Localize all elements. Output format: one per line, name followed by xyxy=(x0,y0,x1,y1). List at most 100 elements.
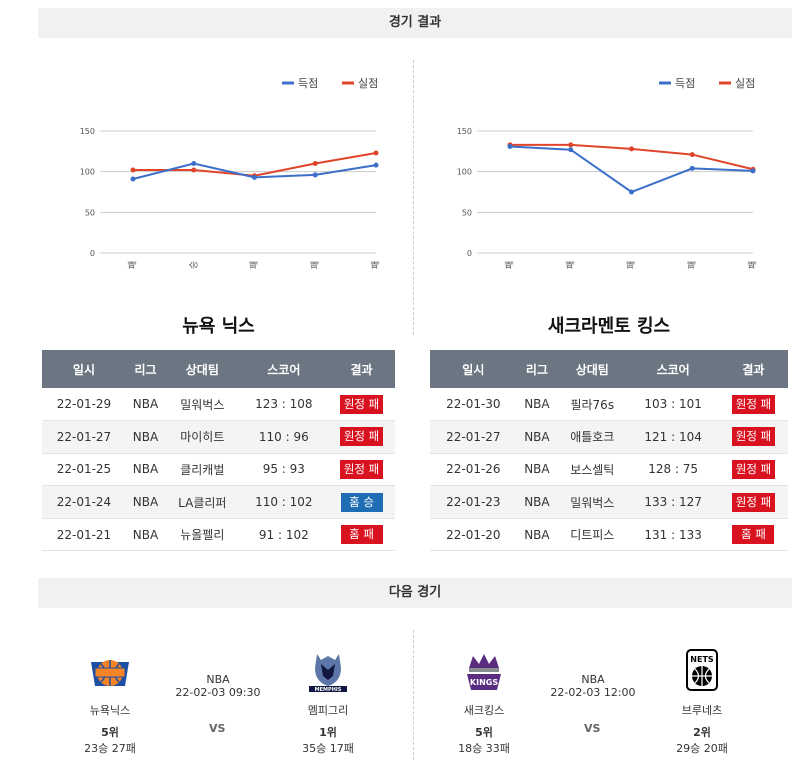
data-point xyxy=(373,150,379,156)
opponent-cell: 필라76s xyxy=(557,388,628,422)
col-header-league: 리그 xyxy=(125,350,166,388)
score-cell: 123 : 108 xyxy=(239,388,329,422)
col-header-score: 스코어 xyxy=(627,350,719,388)
data-point xyxy=(568,147,574,153)
team-record: 18승 33패 xyxy=(458,742,510,755)
score-cell: 110 : 96 xyxy=(239,420,329,454)
opponent-cell: 디트피스 xyxy=(557,518,628,552)
opponent-cell: LA클리퍼 xyxy=(165,485,240,519)
data-point xyxy=(629,146,634,152)
date-cell: 22-01-25 xyxy=(42,453,126,487)
result-badge: 홈 패 xyxy=(732,525,775,545)
result-cell: 원정 패 xyxy=(328,420,395,454)
result-cell: 원정 패 xyxy=(328,388,395,422)
result-badge: 홈 승 xyxy=(340,492,383,512)
col-header-opponent: 상대팀 xyxy=(165,350,240,388)
league-cell: NBA xyxy=(125,420,166,454)
team-name: 브루네츠 xyxy=(681,704,723,717)
result-cell: 홈 패 xyxy=(718,518,788,552)
x-tick-label: 패 xyxy=(748,261,759,269)
opponent-cell: 밀워벅스 xyxy=(165,388,240,422)
date-cell: 22-01-21 xyxy=(42,518,126,552)
next-game-1-home-team[interactable]: 뉴욕닉스 5위 23승 27패 xyxy=(70,648,150,756)
league-cell: NBA xyxy=(516,518,558,552)
y-tick-label: 100 xyxy=(457,168,472,177)
col-header-league: 리그 xyxy=(516,350,558,388)
data-point xyxy=(568,142,574,148)
game-datetime: 22-02-03 12:00 xyxy=(550,686,636,699)
x-tick-label: 패 xyxy=(565,261,576,269)
team-rank: 2위 xyxy=(693,726,711,739)
result-badge: 홈 패 xyxy=(340,525,383,545)
next-games-divider xyxy=(413,630,414,760)
score-cell: 91 : 102 xyxy=(239,518,329,552)
league-cell: NBA xyxy=(125,485,166,519)
result-cell: 원정 패 xyxy=(718,388,788,422)
legend-label: 득점 xyxy=(675,77,695,90)
table-row: 22-01-26 NBA 보스셀틱 128 : 75 원정 패 xyxy=(430,453,788,487)
x-tick-label: 승 xyxy=(188,261,199,269)
table-row: 22-01-21 NBA 뉴올펠리 91 : 102 홈 패 xyxy=(42,518,395,552)
chart-legend: 득점 실점 xyxy=(282,77,378,90)
kings-logo: KINGS xyxy=(459,648,509,698)
league-cell: NBA xyxy=(125,453,166,487)
team-record: 29승 20패 xyxy=(676,742,728,755)
team-name: 멤피그리 xyxy=(307,704,349,717)
next-game-2-home-team[interactable]: KINGS 새크킹스 5위 18승 33패 xyxy=(444,648,524,756)
x-tick-label: 패 xyxy=(128,261,139,269)
data-point xyxy=(191,167,197,173)
col-header-score: 스코어 xyxy=(239,350,329,388)
grizzlies-logo-text: MEMPHIS xyxy=(315,687,342,693)
team-record: 23승 27패 xyxy=(84,742,136,755)
vs-label: VS xyxy=(584,722,601,735)
x-tick-label: 패 xyxy=(249,261,260,269)
y-tick-label: 150 xyxy=(80,127,95,136)
next-game-2-away-team[interactable]: NETS 브루네츠 2위 29승 20패 xyxy=(662,648,742,756)
league-cell: NBA xyxy=(516,485,558,519)
next-game-1-away-team[interactable]: MEMPHIS 멤피그리 1위 35승 17패 xyxy=(288,648,368,756)
league-cell: NBA xyxy=(125,388,166,422)
date-cell: 22-01-26 xyxy=(430,453,517,487)
y-tick-label: 50 xyxy=(85,208,95,217)
legend-label: 실점 xyxy=(358,77,378,90)
team-name: 뉴욕닉스 xyxy=(89,704,131,717)
table-row: 22-01-24 NBA LA클리퍼 110 : 102 홈 승 xyxy=(42,485,395,519)
opponent-cell: 클리캐벌 xyxy=(165,453,240,487)
knicks-logo xyxy=(85,648,135,698)
score-cell: 133 : 127 xyxy=(627,485,719,519)
game-datetime: 22-02-03 09:30 xyxy=(175,686,261,699)
table-row: 22-01-27 NBA 애틀호크 121 : 104 원정 패 xyxy=(430,420,788,454)
col-header-result: 결과 xyxy=(328,350,395,388)
score-cell: 128 : 75 xyxy=(627,453,719,487)
data-point xyxy=(130,167,136,173)
table-row: 22-01-25 NBA 클리캐벌 95 : 93 원정 패 xyxy=(42,453,395,487)
table-row: 22-01-23 NBA 밀워벅스 133 : 127 원정 패 xyxy=(430,485,788,519)
result-cell: 원정 패 xyxy=(718,453,788,487)
result-badge: 원정 패 xyxy=(731,492,776,512)
result-badge: 원정 패 xyxy=(339,394,384,414)
result-badge: 원정 패 xyxy=(731,394,776,414)
y-tick-label: 150 xyxy=(457,127,472,136)
data-point xyxy=(629,189,634,195)
team-rank: 5위 xyxy=(101,726,119,739)
kings-score-chart: 득점 실점 0 50 100 150 패 패 패 패 패 xyxy=(415,60,775,285)
x-tick-label: 패 xyxy=(505,261,516,269)
col-header-date: 일시 xyxy=(42,350,126,388)
nets-logo-text: NETS xyxy=(690,655,714,664)
league-label: NBA xyxy=(206,673,230,686)
y-tick-label: 50 xyxy=(462,208,472,217)
team-title-knicks: 뉴욕 닉스 xyxy=(182,316,255,337)
y-tick-label: 100 xyxy=(80,168,95,177)
table-row: 22-01-29 NBA 밀워벅스 123 : 108 원정 패 xyxy=(42,388,395,422)
date-cell: 22-01-23 xyxy=(430,485,517,519)
team-rank: 1위 xyxy=(319,726,337,739)
date-cell: 22-01-24 xyxy=(42,485,126,519)
result-badge: 원정 패 xyxy=(731,427,776,447)
data-point xyxy=(252,174,257,180)
y-tick-label: 0 xyxy=(90,249,95,258)
nets-logo: NETS xyxy=(677,648,727,698)
kings-logo-text: KINGS xyxy=(470,678,498,687)
data-point xyxy=(689,152,695,158)
chart-divider xyxy=(413,60,414,335)
chart-legend: 득점 실점 xyxy=(659,77,755,90)
